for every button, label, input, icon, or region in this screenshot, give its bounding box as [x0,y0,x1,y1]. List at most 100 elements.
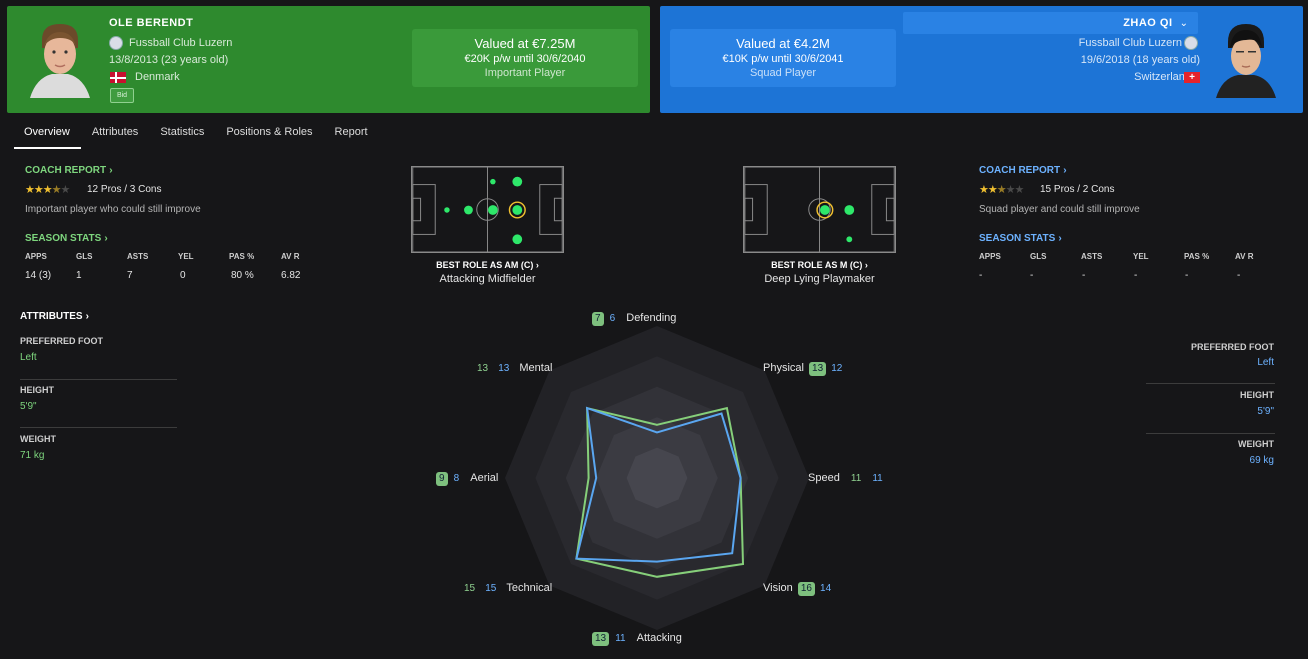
bid-badge[interactable]: Bid [110,88,134,103]
left-best-role[interactable]: BEST ROLE AS AM (C) › Attacking Midfield… [411,260,564,285]
stat-header-pas: PAS % [229,252,255,261]
left-value: 15 [464,583,476,594]
stat-value-asts: - [1082,270,1086,281]
stat-value-apps: - [979,270,983,281]
nationality[interactable]: Switzerland [1134,71,1191,83]
weight-label: WEIGHT [20,434,56,444]
weight-value: 69 kg [1249,455,1274,466]
stat-header-pas: PAS % [1184,252,1210,261]
coach-report-link[interactable]: COACH REPORT › [25,164,113,176]
attribute-label: Technical [506,582,553,594]
chevron-right-icon: › [1058,233,1062,244]
player-select-dropdown[interactable]: ZHAO QI ⌄ [903,12,1198,34]
stat-value-gls: 1 [76,270,82,281]
left-player-card[interactable]: OLE BERENDT Fussball Club Luzern 13/8/20… [7,6,650,113]
stat-value-avr: 6.82 [281,270,301,281]
season-stats-link[interactable]: SEASON STATS › [979,232,1062,244]
tab-positions-roles[interactable]: Positions & Roles [226,126,313,138]
pros-cons[interactable]: 12 Pros / 3 Cons [87,184,162,195]
left-value: 13 [477,363,489,374]
radar-label-technical: 15 15 Technical [464,582,552,594]
position-dot [490,178,496,185]
pros-cons[interactable]: 15 Pros / 2 Cons [1040,184,1115,195]
stat-header-avr: AV R [1235,252,1254,261]
position-dot [444,207,450,213]
star-rating: ★★★★★ [979,184,1024,196]
height-label: HEIGHT [20,385,55,395]
tab-bar: Overview Attributes Statistics Positions… [14,122,379,149]
attributes-link[interactable]: ATTRIBUTES › [20,310,89,322]
right-value: 11 [615,633,626,644]
divider [1146,383,1275,384]
club-crest-icon [1184,36,1198,50]
tab-attributes[interactable]: Attributes [91,126,139,138]
right-player-radar-series [575,406,742,563]
club-name[interactable]: Fussball Club Luzern [129,37,233,49]
player-value: Valued at €7.25M [474,36,576,51]
radar-label-speed: Speed 11 11 [808,472,883,484]
attribute-label: Mental [519,362,553,374]
right-position-pitch[interactable] [743,166,896,253]
tab-statistics[interactable]: Statistics [160,126,205,138]
left-value: 13 [809,362,827,376]
stat-value-pas: 80 % [231,270,254,281]
stat-header-gls: GLS [1030,252,1047,261]
weight-value: 71 kg [20,450,45,461]
chevron-right-icon: › [1063,165,1067,176]
left-value: 13 [592,632,610,646]
nationality[interactable]: Denmark [135,71,180,83]
role-title: BEST ROLE AS AM (C) [436,260,534,270]
attribute-label: Physical [763,362,804,374]
stat-header-asts: ASTS [1081,252,1103,261]
player-name[interactable]: OLE BERENDT [109,17,194,29]
right-player-card[interactable]: Valued at €4.2M €10K p/w until 30/6/2041… [660,6,1303,113]
date-of-birth: 19/6/2018 (18 years old) [1080,54,1200,66]
position-dot [512,176,523,187]
value-box: Valued at €4.2M €10K p/w until 30/6/2041… [670,29,896,87]
divider [20,427,177,428]
stat-value-avr: - [1237,270,1241,281]
chevron-right-icon: › [85,311,89,322]
radar-label-mental: 13 13 Mental [477,362,552,374]
star-rating: ★★★★★ [25,184,70,196]
right-value: 13 [498,363,510,374]
stat-value-pas: - [1185,270,1189,281]
player-photo [28,18,92,98]
chevron-right-icon: › [533,260,539,270]
chevron-right-icon: › [862,260,868,270]
left-value: 16 [797,582,815,596]
preferred-foot-label: PREFERRED FOOT [1190,342,1274,352]
left-value: 11 [850,473,862,484]
stat-header-apps: APPS [25,252,47,261]
stat-value-asts: 7 [127,270,133,281]
right-value: 15 [485,583,497,594]
attribute-label: Aerial [470,472,499,484]
stat-header-avr: AV R [281,252,300,261]
attribute-label: Attacking [636,632,682,644]
position-dot [512,205,523,215]
preferred-foot-label: PREFERRED FOOT [20,336,104,346]
role-name: Attacking Midfielder [439,273,536,285]
coach-summary: Important player who could still improve [25,204,201,215]
denmark-flag-icon [110,72,126,83]
stat-header-yel: YEL [1133,252,1149,261]
radar-label-vision: Vision 16 14 [763,582,831,596]
value-box: Valued at €7.25M €20K p/w until 30/6/204… [412,29,638,87]
height-label: HEIGHT [1239,390,1274,400]
season-stats-label: SEASON STATS [25,233,102,244]
attribute-radar-chart [505,326,809,630]
right-best-role[interactable]: BEST ROLE AS M (C) › Deep Lying Playmake… [743,260,896,285]
tab-overview[interactable]: Overview [14,122,81,149]
chevron-right-icon: › [104,233,108,244]
divider [1146,433,1275,434]
left-position-pitch[interactable] [411,166,564,253]
chevron-right-icon: › [109,165,113,176]
season-stats-link[interactable]: SEASON STATS › [25,232,108,244]
coach-report-link[interactable]: COACH REPORT › [979,164,1067,176]
tab-report[interactable]: Report [334,126,368,138]
role-name: Deep Lying Playmaker [764,273,875,285]
left-value: 7 [592,312,604,326]
right-value: 11 [872,473,883,484]
club-name[interactable]: Fussball Club Luzern [1078,37,1182,49]
right-value: 8 [453,473,460,484]
